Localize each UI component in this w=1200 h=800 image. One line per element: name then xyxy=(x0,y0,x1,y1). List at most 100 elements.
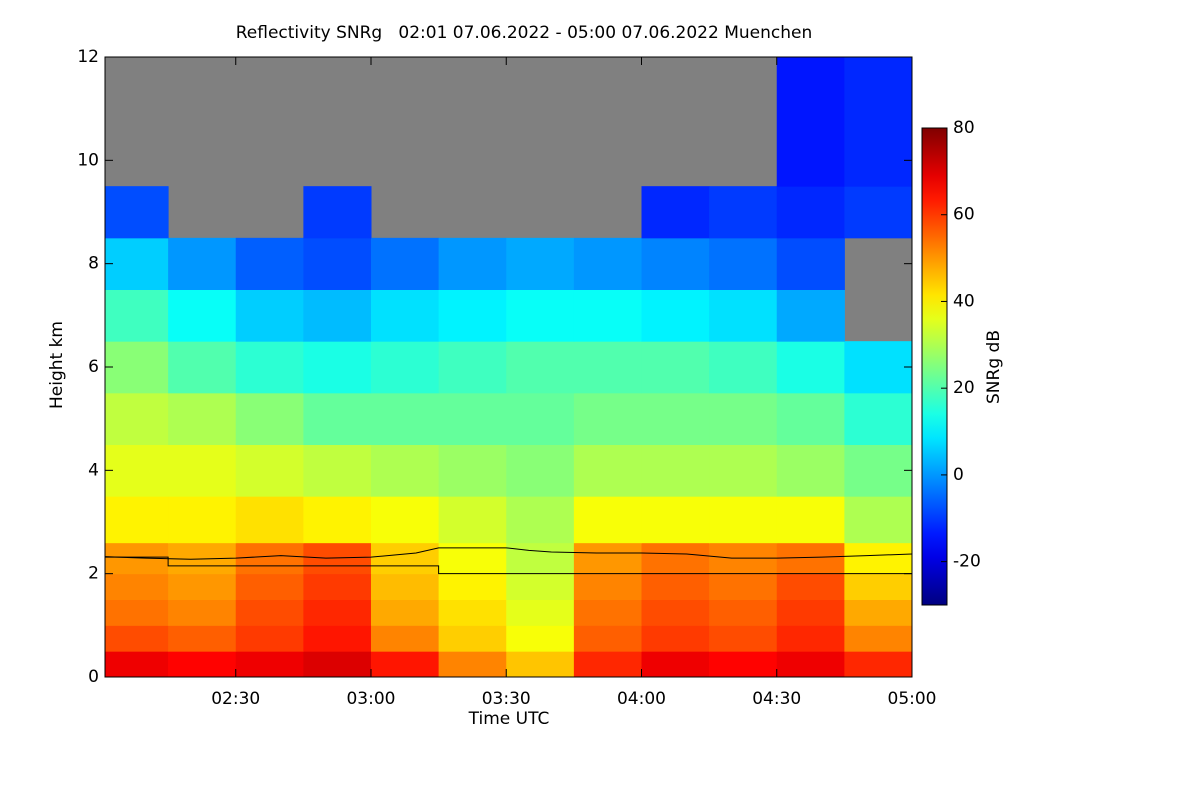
heatmap-cell xyxy=(105,341,169,394)
heatmap-cell xyxy=(235,651,304,678)
heatmap-cell xyxy=(303,651,372,678)
heatmap-cell xyxy=(776,625,845,652)
heatmap-cell xyxy=(438,573,507,600)
heatmap-cell xyxy=(105,237,169,290)
heatmap-cell xyxy=(506,444,575,497)
heatmap-cell xyxy=(370,237,440,290)
x-tick-label: 04:00 xyxy=(617,689,666,709)
heatmap-cell xyxy=(641,625,710,652)
heatmap-cell xyxy=(709,341,778,394)
x-tick-label: 03:00 xyxy=(346,689,395,709)
heatmap-cell xyxy=(105,573,169,600)
heatmap-cell xyxy=(235,573,304,600)
heatmap-cell xyxy=(168,625,237,652)
heatmap-cell xyxy=(844,625,913,652)
heatmap-cell xyxy=(641,542,710,575)
y-tick-label: 12 xyxy=(77,47,99,67)
heatmap-cell xyxy=(438,444,507,497)
heatmap-cell xyxy=(506,289,575,342)
heatmap-cell xyxy=(235,392,304,445)
heatmap-cell xyxy=(776,57,845,187)
boundary-line xyxy=(105,556,912,575)
heatmap-cell xyxy=(709,444,778,497)
heatmap-cell xyxy=(573,341,642,394)
heatmap-cell xyxy=(776,444,845,497)
heatmap-cell xyxy=(573,444,642,497)
heatmap-cell xyxy=(303,444,372,497)
heatmap-cell xyxy=(506,392,575,445)
colorbar-tick-label: 0 xyxy=(953,465,964,485)
heatmap-cell xyxy=(506,542,575,575)
heatmap-cell xyxy=(709,599,778,626)
heatmap-cell xyxy=(844,542,913,575)
heatmap-cell xyxy=(709,573,778,600)
colorbar xyxy=(921,127,948,606)
heatmap-cell xyxy=(370,392,440,445)
heatmap-cell xyxy=(438,599,507,626)
heatmap-cell xyxy=(438,392,507,445)
heatmap-cell xyxy=(776,599,845,626)
y-tick-label: 4 xyxy=(88,460,99,480)
chart-title: Reflectivity SNRg 02:01 07.06.2022 - 05:… xyxy=(236,23,812,43)
heatmap-cell xyxy=(438,651,507,678)
heatmap-cell xyxy=(641,392,710,445)
heatmap-cell xyxy=(168,289,237,342)
heatmap-cell xyxy=(303,392,372,445)
heatmap-cell xyxy=(370,289,440,342)
heatmap-cell xyxy=(776,392,845,445)
heatmap-cell xyxy=(709,625,778,652)
heatmap-cell xyxy=(844,392,913,445)
heatmap-cell xyxy=(303,289,372,342)
y-tick-label: 0 xyxy=(88,667,99,687)
boundary-line xyxy=(104,547,913,560)
heatmap-cell xyxy=(105,651,169,678)
heatmap-cell xyxy=(709,651,778,678)
heatmap-cell xyxy=(844,341,913,394)
heatmap-cell xyxy=(235,496,304,544)
heatmap-cell xyxy=(303,625,372,652)
heatmap-cell xyxy=(641,651,710,678)
heatmap-cell xyxy=(506,341,575,394)
heatmap-cell xyxy=(709,237,778,290)
heatmap-cell xyxy=(438,496,507,544)
heatmap-cell xyxy=(776,651,845,678)
heatmap-cell xyxy=(709,289,778,342)
heatmap-cell xyxy=(168,651,237,678)
x-tick-label: 04:30 xyxy=(752,689,801,709)
x-tick-label: 03:30 xyxy=(482,689,531,709)
heatmap-cell xyxy=(641,573,710,600)
heatmap-cell xyxy=(776,237,845,290)
heatmap-cell xyxy=(168,237,237,290)
heatmap-cell xyxy=(105,444,169,497)
y-tick-label: 8 xyxy=(88,254,99,274)
heatmap-cell xyxy=(370,341,440,394)
heatmap-cell xyxy=(844,186,913,239)
heatmap-cell xyxy=(370,542,440,575)
heatmap-cell xyxy=(776,573,845,600)
heatmap-cell xyxy=(573,625,642,652)
heatmap-cell xyxy=(105,599,169,626)
heatmap-cell xyxy=(573,237,642,290)
heatmap-cell xyxy=(438,289,507,342)
heatmap-cell xyxy=(709,186,778,239)
heatmap-cell xyxy=(303,599,372,626)
heatmap-cell xyxy=(641,186,710,239)
heatmap-cell xyxy=(235,289,304,342)
heatmap-cell xyxy=(105,392,169,445)
heatmap-cell xyxy=(776,542,845,575)
heatmap-cell xyxy=(168,392,237,445)
heatmap-cell xyxy=(844,651,913,678)
heatmap-cell xyxy=(438,625,507,652)
heatmap-cell xyxy=(235,625,304,652)
heatmap-cell xyxy=(573,496,642,544)
heatmap-cell xyxy=(438,237,507,290)
heatmap-cell xyxy=(370,625,440,652)
colorbar-tick-label: 40 xyxy=(953,291,975,311)
heatmap-cell xyxy=(105,289,169,342)
heatmap-cell xyxy=(168,496,237,544)
x-axis-label: Time UTC xyxy=(468,709,550,729)
heatmap-cell xyxy=(370,573,440,600)
x-tick-label: 02:30 xyxy=(211,689,260,709)
heatmap-cell xyxy=(844,599,913,626)
